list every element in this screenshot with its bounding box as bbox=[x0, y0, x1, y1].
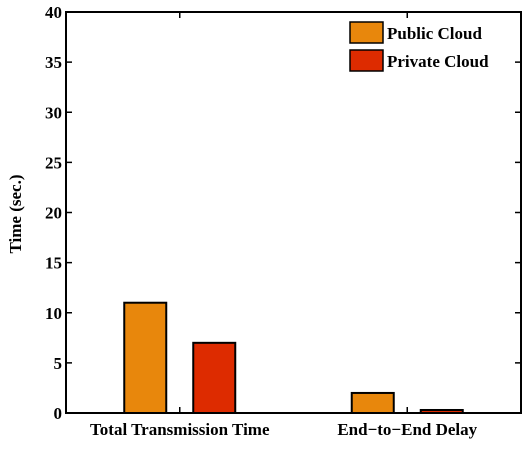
legend: Public Cloud Private Cloud bbox=[349, 21, 489, 72]
legend-swatch-private-cloud bbox=[349, 49, 384, 72]
x-tick-label: Total Transmission Time bbox=[90, 420, 270, 439]
y-axis-label: Time (sec.) bbox=[6, 175, 25, 254]
legend-label-public-cloud: Public Cloud bbox=[387, 24, 482, 43]
legend-label-private-cloud: Private Cloud bbox=[387, 52, 489, 71]
y-tick-label: 10 bbox=[45, 304, 62, 323]
bars-layer bbox=[123, 301, 464, 415]
y-axis-ticks: 0 5 10 15 20 25 30 35 40 bbox=[45, 3, 521, 423]
y-tick-label: 40 bbox=[45, 3, 62, 22]
y-tick-label: 35 bbox=[45, 53, 62, 72]
bar-public-cloud-end-to-end-delay bbox=[350, 391, 395, 415]
y-tick-label: 15 bbox=[45, 254, 62, 273]
bar-private-cloud-total-transmission-time bbox=[192, 341, 237, 415]
bar-public-cloud-total-transmission-time bbox=[123, 301, 168, 415]
bar-private-cloud-end-to-end-delay bbox=[419, 408, 464, 414]
y-tick-label: 30 bbox=[45, 103, 62, 122]
y-tick-label: 20 bbox=[45, 204, 62, 223]
legend-swatch-public-cloud bbox=[349, 21, 384, 44]
y-tick-label: 0 bbox=[54, 404, 63, 423]
y-tick-label: 25 bbox=[45, 153, 62, 172]
x-tick-label: End−to−End Delay bbox=[337, 420, 477, 439]
x-axis-ticks: Total Transmission Time End−to−End Delay bbox=[90, 12, 478, 439]
y-tick-label: 5 bbox=[54, 354, 63, 373]
